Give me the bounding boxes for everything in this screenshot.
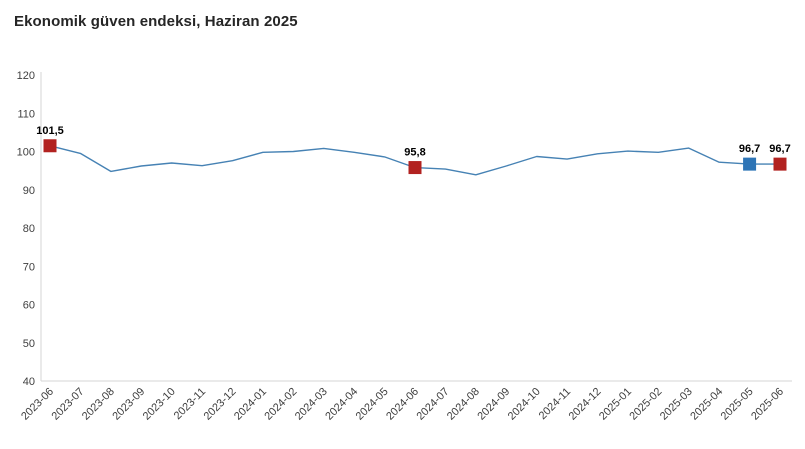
chart-title: Ekonomik güven endeksi, Haziran 2025 bbox=[14, 13, 298, 30]
x-tick-label: 2024-07 bbox=[415, 386, 452, 423]
x-tick-label: 2025-05 bbox=[719, 386, 756, 423]
x-tick-label: 2023-08 bbox=[80, 386, 117, 423]
x-tick-label: 2025-03 bbox=[658, 386, 695, 423]
y-tick-label: 100 bbox=[17, 147, 35, 159]
point-marker[interactable] bbox=[773, 157, 787, 171]
x-tick-label: 2023-10 bbox=[141, 386, 178, 423]
x-tick-label: 2024-03 bbox=[293, 386, 330, 423]
point-label: 101,5 bbox=[36, 125, 64, 137]
y-tick-label: 40 bbox=[23, 376, 35, 388]
x-tick-label: 2024-12 bbox=[567, 386, 604, 423]
x-tick-label: 2024-08 bbox=[445, 386, 482, 423]
x-tick-label: 2024-10 bbox=[506, 386, 543, 423]
point-marker[interactable] bbox=[743, 157, 757, 171]
y-tick-label: 120 bbox=[17, 70, 35, 82]
y-tick-label: 50 bbox=[23, 338, 35, 350]
y-tick-label: 80 bbox=[23, 223, 35, 235]
x-tick-label: 2025-01 bbox=[597, 386, 634, 423]
x-tick-label: 2024-09 bbox=[475, 386, 512, 423]
point-label: 96,7 bbox=[769, 143, 790, 155]
x-tick-label: 2024-06 bbox=[384, 386, 421, 423]
y-tick-label: 90 bbox=[23, 185, 35, 197]
x-tick-label: 2024-05 bbox=[354, 386, 391, 423]
x-tick-label: 2024-04 bbox=[323, 386, 360, 423]
point-label: 96,7 bbox=[739, 143, 760, 155]
x-tick-label: 2024-02 bbox=[262, 386, 299, 423]
x-tick-label: 2025-02 bbox=[627, 386, 664, 423]
x-tick-label: 2025-04 bbox=[688, 386, 725, 423]
y-tick-label: 60 bbox=[23, 300, 35, 312]
point-marker[interactable] bbox=[43, 139, 57, 153]
x-tick-label: 2023-06 bbox=[19, 386, 56, 423]
y-tick-label: 110 bbox=[17, 108, 35, 120]
x-tick-label: 2023-07 bbox=[50, 386, 87, 423]
point-marker[interactable] bbox=[408, 161, 422, 175]
x-tick-label: 2024-01 bbox=[232, 386, 269, 423]
x-tick-label: 2023-12 bbox=[202, 386, 239, 423]
y-tick-label: 70 bbox=[23, 261, 35, 273]
point-label: 95,8 bbox=[404, 147, 425, 159]
x-tick-label: 2025-06 bbox=[749, 386, 786, 423]
x-tick-label: 2023-09 bbox=[110, 386, 147, 423]
